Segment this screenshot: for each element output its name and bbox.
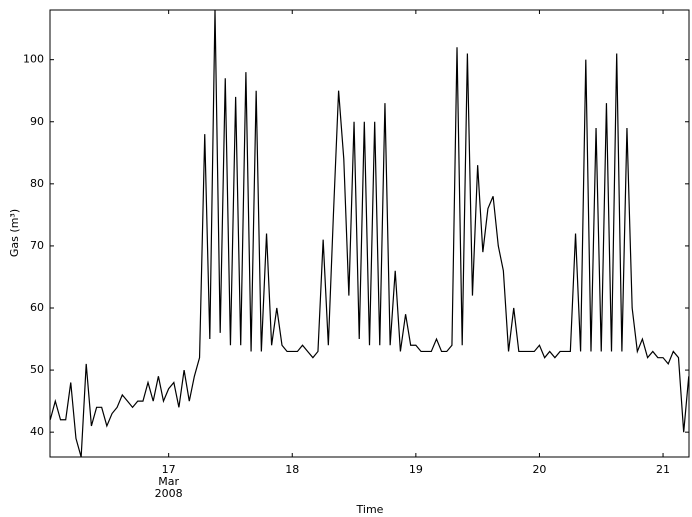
x-sublabel: 2008: [155, 487, 183, 500]
y-tick-label: 90: [30, 115, 44, 128]
x-axis-label: Time: [356, 503, 384, 516]
x-tick-label: 17: [162, 463, 176, 476]
y-tick-label: 80: [30, 177, 44, 190]
y-tick-label: 70: [30, 239, 44, 252]
x-tick-label: 19: [409, 463, 423, 476]
x-tick-label: 18: [285, 463, 299, 476]
y-tick-label: 60: [30, 301, 44, 314]
plot-frame: [49, 9, 690, 458]
data-line: [50, 10, 689, 457]
y-tick-label: 50: [30, 363, 44, 376]
y-tick-label: 40: [30, 425, 44, 438]
x-sublabel: Mar: [158, 475, 179, 488]
x-tick-label: 20: [532, 463, 546, 476]
x-tick-label: 21: [656, 463, 670, 476]
y-tick-label: 100: [23, 53, 44, 66]
y-axis-label: Gas (m³): [8, 209, 21, 257]
